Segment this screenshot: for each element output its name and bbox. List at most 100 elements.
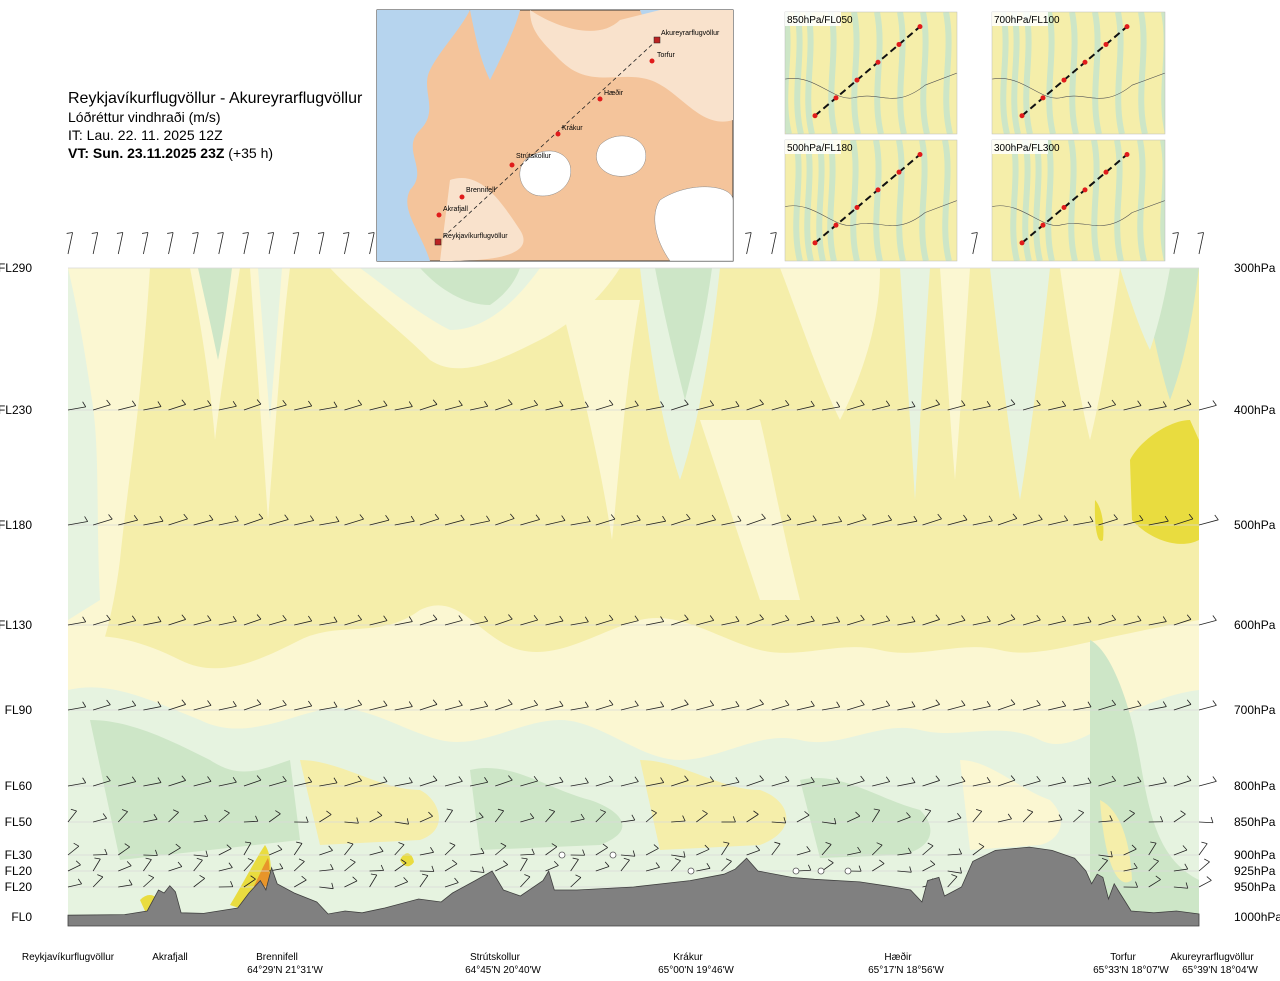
- wind-barb: [1098, 699, 1116, 711]
- wind-barb: [143, 814, 158, 823]
- location-coord: 64°29'N 21°31'W: [247, 965, 323, 976]
- wind-barb: [1198, 858, 1210, 872]
- wind-barb: [243, 841, 252, 856]
- wind-barb: [218, 844, 232, 856]
- wind-barb: [93, 399, 111, 411]
- map-label-brennifell: Brennifell: [466, 187, 496, 194]
- location-coord: 65°39'N 18°04'W: [1182, 965, 1258, 976]
- wind-barb: [143, 515, 164, 526]
- wind-barb: [595, 843, 608, 856]
- wind-barb: [821, 842, 832, 856]
- wind-barb: [520, 776, 539, 787]
- wind-barb: [369, 776, 388, 787]
- panel-contour: [1022, 140, 1032, 261]
- wind-barb: [947, 776, 966, 787]
- wind-barb: [922, 699, 940, 711]
- wind-barb: [872, 859, 885, 872]
- wind-barb: [193, 400, 212, 411]
- wind-barb: [344, 858, 356, 872]
- panel-contour: [785, 12, 792, 134]
- contour-region: [470, 767, 623, 850]
- wind-barb: [821, 516, 843, 526]
- wind-barb: [369, 700, 388, 711]
- wind-barb: [696, 514, 716, 526]
- wind-barb: [319, 777, 338, 787]
- wind-barb: [168, 843, 181, 856]
- wind-barb: [897, 847, 912, 856]
- wind-barb: [419, 873, 429, 888]
- wind-barb: [847, 775, 865, 787]
- wind-barb: [872, 400, 891, 411]
- wind-barb: [1073, 701, 1092, 711]
- wind-barb: [645, 401, 665, 411]
- wind-barb: [1173, 699, 1192, 711]
- hpa-tick-label: 400hPa: [1234, 403, 1276, 417]
- fl-tick-label: FL50: [5, 815, 33, 829]
- wind-barb: [671, 513, 691, 526]
- wind-barb: [545, 809, 556, 823]
- wind-barb: [1073, 809, 1085, 823]
- wind-barb: [1173, 863, 1189, 872]
- wind-barb: [444, 514, 465, 526]
- wind-barb: [218, 616, 237, 626]
- wind-barb: [470, 401, 489, 411]
- wind-barb: [721, 616, 740, 626]
- wind-barb: [1048, 814, 1063, 823]
- wind-barb: [570, 777, 589, 787]
- wind-barb: [1198, 700, 1217, 711]
- panel-waypoint: [1019, 113, 1025, 119]
- panel-contour: [805, 12, 815, 134]
- contour-region: [1094, 500, 1104, 541]
- panel-waypoint: [1082, 187, 1088, 193]
- wind-barb: [344, 775, 362, 787]
- wind-barb: [595, 809, 606, 823]
- wind-barb: [1022, 400, 1041, 411]
- wind-barb: [947, 867, 962, 874]
- wind-barb: [570, 874, 582, 888]
- fl-tick-label: FL30: [5, 848, 33, 862]
- wind-barb: [696, 863, 711, 872]
- wind-barb: [394, 401, 413, 411]
- wind-barb: [319, 401, 338, 411]
- wind-barb: [67, 842, 80, 856]
- wind-barb: [1198, 615, 1217, 626]
- wind-barb: [1198, 816, 1214, 824]
- wind-barb: [796, 811, 810, 823]
- hpa-tick-label: 700hPa: [1234, 703, 1276, 717]
- wind-barb: [871, 808, 881, 823]
- panel-route-line: [1021, 25, 1128, 117]
- wind-barb: [218, 515, 239, 526]
- wind-barb: [796, 846, 811, 856]
- wind-barb: [319, 701, 338, 711]
- wind-barb: [922, 513, 942, 526]
- wind-barb: [268, 844, 283, 856]
- wind-barb: [93, 775, 111, 787]
- airport-marker: [434, 238, 442, 246]
- wind-barb: [470, 847, 485, 856]
- panel-waypoint: [896, 41, 902, 47]
- contour-region: [780, 268, 880, 420]
- wind-barb: [545, 400, 564, 411]
- wind-barb: [118, 861, 132, 872]
- fl-tick-label: FL90: [5, 703, 33, 717]
- contour-region: [640, 760, 787, 850]
- wind-barb: [294, 700, 313, 711]
- wind-barb: [118, 843, 130, 856]
- wind-barb: [1148, 515, 1169, 526]
- wind-barb: [620, 814, 636, 823]
- location-label: Strútskollur: [470, 952, 521, 963]
- wind-barb: [721, 841, 730, 856]
- wind-barb: [1173, 399, 1192, 411]
- wind-barb: [141, 232, 149, 255]
- panel-contour: [942, 140, 952, 261]
- location-axis: Reykjavíkurflugvöllur Akrafjall Brennifell…: [22, 951, 1259, 976]
- contour-region: [940, 268, 970, 480]
- wind-barb: [771, 841, 781, 856]
- wind-barb: [1173, 775, 1192, 787]
- wind-barb: [972, 701, 991, 711]
- wind-barb: [520, 400, 539, 411]
- wind-barb: [143, 401, 162, 411]
- wind-barb: [369, 846, 384, 856]
- wind-barb: [1123, 776, 1142, 787]
- panel-waypoint: [812, 113, 818, 119]
